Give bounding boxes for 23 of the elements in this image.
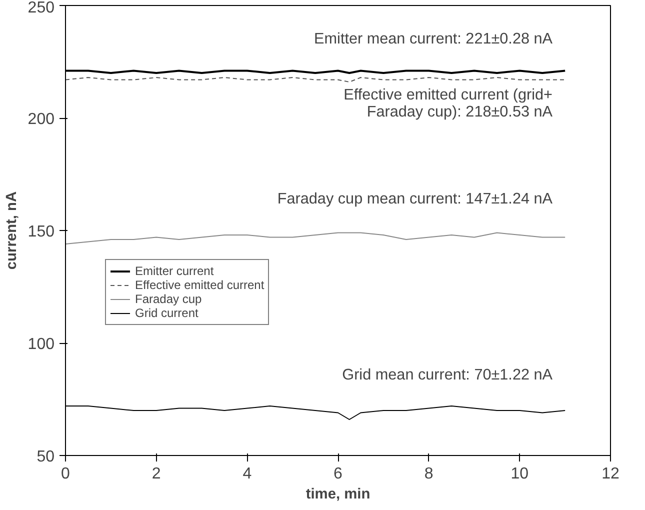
x-tick-label: 2 xyxy=(152,466,161,482)
y-axis-title: current, nA xyxy=(4,190,20,270)
x-tick-label: 4 xyxy=(242,466,252,482)
x-tick-label: 10 xyxy=(510,466,529,482)
annotation: Emitter mean current: 221±0.28 nA xyxy=(314,30,554,48)
annotation: Effective emitted current (grid+ Faraday cup): 218±0.53 nA xyxy=(344,86,554,120)
x-axis-title: time, min xyxy=(306,486,370,502)
legend-label: Emitter current xyxy=(135,264,214,278)
y-tick-label: 200 xyxy=(28,111,55,128)
annotation: Grid mean current: 70±1.22 nA xyxy=(342,366,554,384)
legend-label: Grid current xyxy=(135,306,198,320)
annotation: Faraday cup mean current: 147±1.24 nA xyxy=(277,190,554,208)
legend-label: Effective emitted current xyxy=(135,278,264,292)
x-tick-label: 12 xyxy=(602,466,620,482)
y-tick-label: 150 xyxy=(28,224,55,240)
y-tick-label: 50 xyxy=(36,448,55,466)
legend-label: Faraday cup xyxy=(135,292,202,306)
x-tick-label: 8 xyxy=(424,466,434,482)
line-series xyxy=(66,232,566,244)
x-tick-label: 0 xyxy=(61,466,70,482)
y-tick-label: 100 xyxy=(28,336,55,353)
y-tick-label: 250 xyxy=(28,0,55,16)
x-tick-label: 6 xyxy=(334,466,343,482)
